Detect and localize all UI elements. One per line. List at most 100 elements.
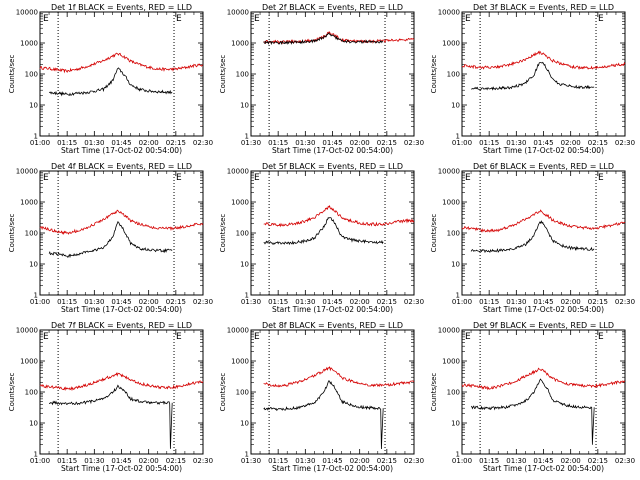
plot-frame	[39, 11, 204, 137]
panel-det-5: Det 5f BLACK = Events, RED = LLD 1 10 100 10…	[219, 162, 424, 314]
y-tick-label: 1	[456, 292, 460, 300]
y-tick-label: 1000	[20, 358, 38, 366]
plot-frame	[250, 170, 415, 296]
x-tick-label: 02:00	[350, 298, 370, 306]
panel-title: Det 8f BLACK = Events, RED = LLD	[262, 321, 403, 330]
x-tick-label: 02:00	[350, 139, 370, 147]
x-axis-label: Start Time (17-Oct-02 00:54:00)	[272, 146, 393, 155]
x-tick-label: 01:15	[268, 298, 288, 306]
x-axis-label: Start Time (17-Oct-02 00:54:00)	[483, 305, 604, 314]
y-tick-label: 10000	[438, 168, 460, 176]
x-tick-label: 01:30	[506, 298, 526, 306]
y-tick-label: 10000	[438, 9, 460, 17]
y-tick-label: 100	[236, 389, 249, 397]
events-series-line	[48, 384, 173, 449]
x-tick-label: 02:30	[615, 298, 635, 306]
y-tick-label: 1000	[20, 40, 38, 48]
x-tick-label: 02:30	[615, 457, 635, 465]
y-tick-label: 10	[29, 261, 38, 269]
y-axis-label: Counts/sec	[430, 214, 438, 253]
x-tick-label: 02:15	[166, 457, 186, 465]
events-series-line	[471, 61, 595, 91]
y-tick-label: 10	[240, 102, 249, 110]
interval-label: E	[176, 14, 182, 24]
x-tick-label: 02:30	[615, 139, 635, 147]
y-tick-label: 1	[245, 292, 249, 300]
x-tick-label: 01:45	[111, 139, 131, 147]
x-tick-label: 01:30	[241, 298, 261, 306]
panel-det-3: Det 3f BLACK = Events, RED = LLD 1 10 100 10…	[430, 3, 635, 155]
interval-label: E	[598, 173, 604, 183]
y-tick-label: 1000	[20, 199, 38, 207]
x-tick-label: 01:15	[479, 457, 499, 465]
x-tick-label: 01:45	[111, 298, 131, 306]
x-tick-label: 01:15	[268, 139, 288, 147]
x-tick-label: 01:30	[295, 457, 315, 465]
panel-det-2: Det 2f BLACK = Events, RED = LLD 1 10 100 10…	[219, 3, 424, 155]
lld-series-line	[39, 372, 204, 392]
y-tick-label: 100	[447, 71, 460, 79]
events-series-line	[48, 67, 173, 97]
lld-series-line	[263, 366, 415, 388]
x-tick-label: 01:15	[479, 139, 499, 147]
interval-label: E	[43, 14, 49, 24]
x-tick-label: 01:45	[533, 298, 553, 306]
x-tick-label: 01:30	[84, 457, 104, 465]
panel-det-6: Det 6f BLACK = Events, RED = LLD 1 10 100 10…	[430, 162, 635, 314]
x-tick-label: 01:30	[241, 457, 261, 465]
x-tick-label: 01:00	[30, 457, 50, 465]
x-tick-label: 01:45	[322, 298, 342, 306]
y-tick-label: 10000	[438, 327, 460, 335]
x-tick-label: 01:15	[57, 139, 77, 147]
x-axis-label: Start Time (17-Oct-02 00:54:00)	[61, 146, 182, 155]
x-tick-label: 02:30	[193, 139, 213, 147]
panel-det-8: Det 8f BLACK = Events, RED = LLD 1 10 100 10…	[219, 321, 424, 473]
interval-label: E	[176, 332, 182, 342]
x-axis-label: Start Time (17-Oct-02 00:54:00)	[61, 305, 182, 314]
x-tick-label: 01:15	[57, 457, 77, 465]
plot-frame	[461, 329, 626, 455]
panel-title: Det 6f BLACK = Events, RED = LLD	[473, 162, 614, 171]
panel-title: Det 3f BLACK = Events, RED = LLD	[473, 3, 614, 12]
panel-title: Det 1f BLACK = Events, RED = LLD	[51, 3, 192, 12]
x-axis-label: Start Time (17-Oct-02 00:54:00)	[272, 305, 393, 314]
x-axis-label: Start Time (17-Oct-02 00:54:00)	[483, 146, 604, 155]
x-tick-label: 02:30	[193, 298, 213, 306]
plot-frame	[39, 170, 204, 296]
panel-det-1: Det 1f BLACK = Events, RED = LLD 1 10 100 10…	[8, 3, 213, 155]
y-tick-label: 10	[451, 261, 460, 269]
y-axis-label: Counts/sec	[8, 214, 16, 253]
y-axis-label: Counts/sec	[219, 373, 227, 412]
x-tick-label: 01:45	[533, 139, 553, 147]
x-tick-label: 01:45	[322, 139, 342, 147]
interval-label: E	[598, 332, 604, 342]
y-axis-label: Counts/sec	[430, 55, 438, 94]
panel-title: Det 5f BLACK = Events, RED = LLD	[262, 162, 403, 171]
y-tick-label: 1	[456, 133, 460, 141]
x-tick-label: 01:30	[295, 298, 315, 306]
y-tick-label: 1	[34, 292, 38, 300]
plot-frame	[250, 329, 415, 455]
x-tick-label: 02:30	[404, 457, 424, 465]
y-tick-label: 10	[29, 102, 38, 110]
y-tick-label: 100	[25, 389, 38, 397]
y-axis-label: Counts/sec	[430, 373, 438, 412]
y-tick-label: 10	[451, 102, 460, 110]
x-tick-label: 01:45	[111, 457, 131, 465]
y-tick-label: 10	[29, 420, 38, 428]
interval-label: E	[43, 173, 49, 183]
x-tick-label: 01:45	[322, 457, 342, 465]
plot-frame	[39, 329, 204, 455]
x-tick-label: 02:30	[193, 457, 213, 465]
interval-label: E	[598, 14, 604, 24]
events-series-line	[48, 221, 173, 259]
y-tick-label: 10	[240, 420, 249, 428]
y-tick-label: 1000	[442, 199, 460, 207]
lld-series-line	[39, 209, 204, 235]
interval-label: E	[254, 14, 260, 24]
y-axis-label: Counts/sec	[8, 373, 16, 412]
y-tick-label: 1	[245, 133, 249, 141]
y-tick-label: 100	[447, 389, 460, 397]
x-tick-label: 02:00	[350, 457, 370, 465]
